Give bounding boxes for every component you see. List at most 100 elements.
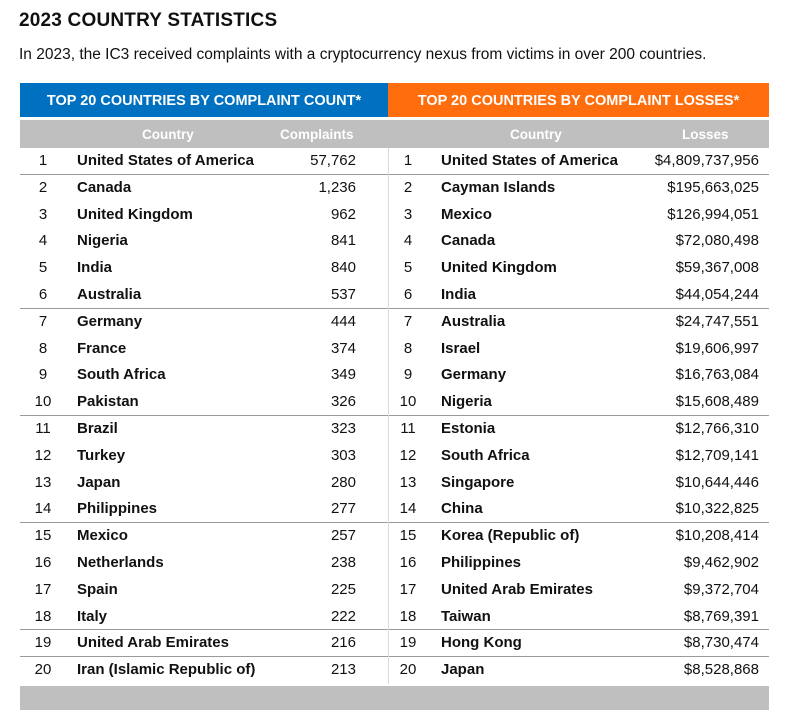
complaint-losses: $15,608,489 (675, 393, 759, 411)
left-country: Nigeria (77, 232, 128, 250)
complaint-count: 326 (330, 393, 356, 411)
right-rank: 3 (403, 205, 413, 223)
right-rank: 20 (399, 661, 417, 679)
complaint-losses: $44,054,244 (675, 285, 759, 303)
right-country: India (441, 285, 477, 303)
complaint-count: 962 (330, 205, 356, 223)
complaint-losses: $10,644,446 (675, 473, 759, 491)
complaint-count: 277 (330, 500, 356, 518)
complaint-count: 1,236 (318, 178, 356, 196)
left-country: India (77, 259, 113, 277)
left-rank: 4 (38, 232, 48, 250)
left-rank: 7 (38, 312, 48, 330)
left-rank: 11 (35, 419, 51, 437)
right-rank: 12 (399, 446, 417, 464)
right-rank: 15 (399, 527, 417, 545)
left-rank: 3 (38, 205, 48, 223)
complaint-losses: $16,763,084 (675, 366, 759, 384)
right-country: Germany (441, 366, 507, 384)
right-rank: 8 (403, 339, 413, 357)
left-rank: 5 (38, 259, 48, 277)
right-rank: 7 (403, 312, 413, 330)
table-row: 15 Mexico 257 15 Korea (Republic of) $10,208,… (20, 523, 769, 550)
complaint-losses: $8,730,474 (683, 634, 759, 652)
table-row: 14 Philippines 277 14 China $10,322,825 (20, 496, 769, 524)
left-country: Italy (77, 607, 108, 625)
complaint-count: 374 (330, 339, 356, 357)
right-country: United States of America (441, 152, 618, 169)
right-rank: 18 (399, 607, 417, 625)
right-country: Japan (441, 661, 485, 679)
right-country: Nigeria (441, 393, 492, 411)
left-rank: 1 (38, 152, 48, 169)
table-row: 11 Brazil 323 11 Estonia $12,766,310 (20, 416, 769, 443)
right-country: Taiwan (441, 607, 491, 625)
right-rank: 10 (399, 393, 417, 411)
table-footer-bar (20, 686, 769, 710)
complaint-count: 57,762 (310, 152, 356, 169)
right-country: United Arab Emirates (441, 580, 593, 598)
complaint-count: 222 (330, 607, 356, 625)
left-rank: 20 (34, 661, 52, 679)
table-row: 13 Japan 280 13 Singapore $10,644,446 (20, 470, 769, 497)
right-rank: 5 (403, 259, 413, 277)
left-rank: 12 (34, 446, 52, 464)
left-country: Japan (77, 473, 121, 491)
right-country: Singapore (441, 473, 515, 491)
page-subtitle: In 2023, the IC3 received complaints wit… (19, 46, 707, 63)
right-rank: 17 (399, 580, 417, 598)
right-rank: 19 (399, 634, 417, 652)
complaint-count: 537 (330, 285, 356, 303)
complaint-losses: $10,322,825 (675, 500, 759, 518)
left-country: Spain (77, 580, 118, 598)
right-country: Cayman Islands (441, 178, 556, 196)
complaint-losses: $8,769,391 (683, 607, 759, 625)
complaint-losses: $19,606,997 (675, 339, 759, 357)
table-row: 10 Pakistan 326 10 Nigeria $15,608,489 (20, 389, 769, 416)
right-country: Korea (Republic of) (441, 527, 580, 545)
left-country: Philippines (77, 500, 158, 518)
left-rank: 19 (34, 634, 52, 652)
left-rank: 10 (34, 393, 52, 411)
right-rank: 4 (403, 232, 413, 250)
complaint-count: 257 (330, 527, 356, 545)
table-row: 16 Netherlands 238 16 Philippines $9,462,902 (20, 550, 769, 577)
complaint-losses: $24,747,551 (675, 312, 759, 330)
table-row: 1 United States of America 57,762 1 United S… (20, 148, 769, 175)
complaint-count: 216 (330, 634, 356, 652)
complaint-losses: $8,528,868 (683, 661, 759, 679)
table-row: 4 Nigeria 841 4 Canada $72,080,498 (20, 228, 769, 255)
left-country: France (77, 339, 127, 357)
complaint-losses: $9,462,902 (683, 553, 759, 571)
left-country: United Kingdom (77, 205, 193, 223)
right-rank: 13 (399, 473, 417, 491)
left-rank: 15 (34, 527, 52, 545)
left-country: Turkey (77, 446, 126, 464)
losses-column-header: Losses (682, 127, 729, 142)
complaint-losses: $4,809,737,956 (654, 152, 759, 169)
table-row: 8 France 374 8 Israel $19,606,997 (20, 336, 769, 363)
left-country: Iran (Islamic Republic of) (77, 661, 256, 679)
left-country: United States of America (77, 152, 254, 169)
complaint-count-table-header: TOP 20 COUNTRIES BY COMPLAINT COUNT* (20, 83, 388, 117)
right-rank: 14 (399, 500, 417, 518)
table-row: 6 Australia 537 6 India $44,054,244 (20, 282, 769, 309)
table-row: 9 South Africa 349 9 Germany $16,763,084 (20, 362, 769, 389)
complaint-count: 841 (330, 232, 356, 250)
left-country-column-header: Country (142, 127, 194, 142)
table-row: 20 Iran (Islamic Republic of) 213 20 Japan $8… (20, 657, 769, 684)
right-country: United Kingdom (441, 259, 557, 277)
table-row: 19 United Arab Emirates 216 19 Hong Kong $8,7… (20, 630, 769, 658)
complaint-losses: $195,663,025 (667, 178, 759, 196)
complaint-count: 238 (330, 553, 356, 571)
complaint-count: 213 (330, 661, 356, 679)
right-country: Canada (441, 232, 496, 250)
table-row: 17 Spain 225 17 United Arab Emirates $9,372,7… (20, 577, 769, 604)
right-country: South Africa (441, 446, 530, 464)
complaint-count: 280 (330, 473, 356, 491)
complaint-count: 323 (330, 419, 356, 437)
left-country: Brazil (77, 419, 118, 437)
complaint-count: 349 (330, 366, 356, 384)
left-rank: 17 (34, 580, 52, 598)
column-header-row: Country Complaints Country Losses (20, 120, 769, 148)
